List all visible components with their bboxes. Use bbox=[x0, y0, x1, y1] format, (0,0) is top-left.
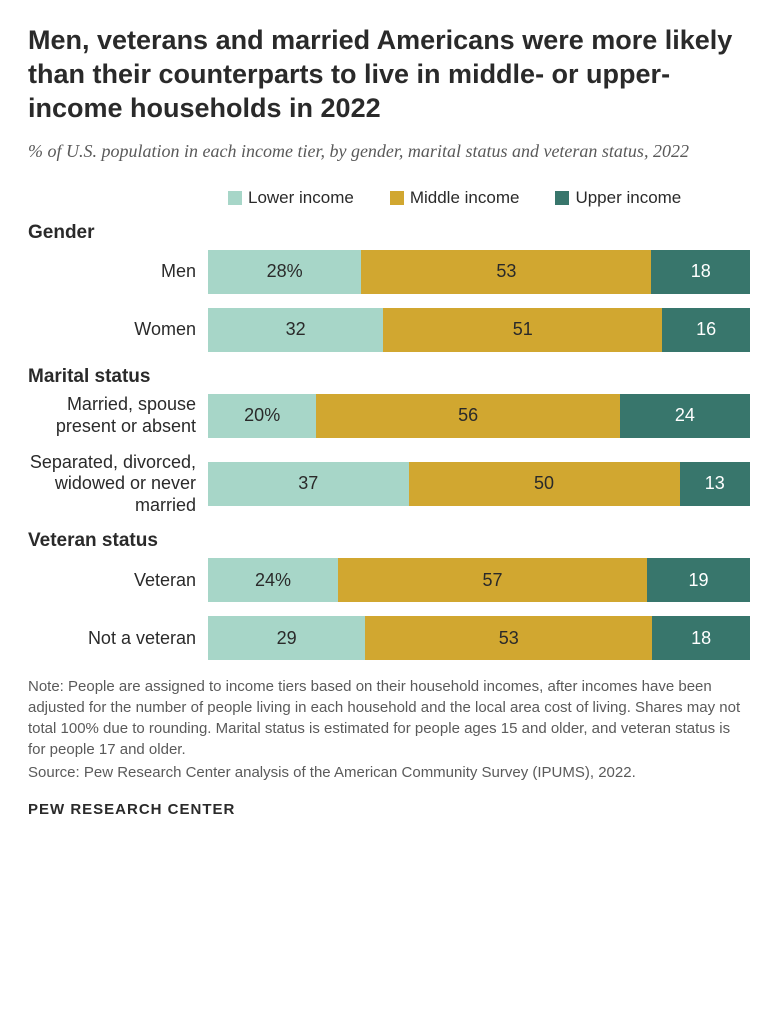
stacked-bar: 295318 bbox=[208, 616, 750, 660]
segment-middle: 53 bbox=[361, 250, 651, 294]
bar-row: Married, spouse present or absent20%5624 bbox=[28, 394, 750, 438]
legend-upper-label: Upper income bbox=[575, 188, 681, 208]
row-label: Men bbox=[28, 261, 208, 283]
chart-title: Men, veterans and married Americans were… bbox=[28, 24, 750, 125]
segment-upper: 18 bbox=[652, 616, 750, 660]
row-label: Not a veteran bbox=[28, 628, 208, 650]
segment-upper: 19 bbox=[647, 558, 750, 602]
swatch-upper bbox=[555, 191, 569, 205]
swatch-middle bbox=[390, 191, 404, 205]
bar-row: Separated, divorced, widowed or never ma… bbox=[28, 452, 750, 517]
segment-lower: 32 bbox=[208, 308, 383, 352]
segment-middle: 56 bbox=[316, 394, 620, 438]
group-header: Marital status bbox=[28, 366, 750, 388]
segment-lower: 20% bbox=[208, 394, 316, 438]
stacked-bar: 375013 bbox=[208, 462, 750, 506]
segment-middle: 51 bbox=[383, 308, 662, 352]
segment-lower: 29 bbox=[208, 616, 365, 660]
row-label: Veteran bbox=[28, 570, 208, 592]
stacked-bar: 28%5318 bbox=[208, 250, 750, 294]
segment-lower: 28% bbox=[208, 250, 361, 294]
segment-upper: 16 bbox=[662, 308, 750, 352]
stacked-bar: 24%5719 bbox=[208, 558, 750, 602]
segment-upper: 18 bbox=[651, 250, 750, 294]
segment-upper: 13 bbox=[680, 462, 750, 506]
bar-row: Not a veteran295318 bbox=[28, 616, 750, 660]
segment-middle: 53 bbox=[365, 616, 652, 660]
segment-upper: 24 bbox=[620, 394, 750, 438]
source-text: Source: Pew Research Center analysis of … bbox=[28, 762, 750, 783]
legend-middle-label: Middle income bbox=[410, 188, 520, 208]
swatch-lower bbox=[228, 191, 242, 205]
note-text: Note: People are assigned to income tier… bbox=[28, 676, 750, 760]
group-header: Gender bbox=[28, 222, 750, 244]
chart-area: GenderMen28%5318Women325116Marital statu… bbox=[28, 222, 750, 661]
bar-row: Women325116 bbox=[28, 308, 750, 352]
segment-lower: 37 bbox=[208, 462, 409, 506]
segment-lower: 24% bbox=[208, 558, 338, 602]
footer-attribution: PEW RESEARCH CENTER bbox=[28, 801, 750, 818]
stacked-bar: 325116 bbox=[208, 308, 750, 352]
segment-middle: 50 bbox=[409, 462, 680, 506]
chart-subtitle: % of U.S. population in each income tier… bbox=[28, 139, 750, 163]
legend-middle: Middle income bbox=[390, 188, 520, 208]
group-header: Veteran status bbox=[28, 530, 750, 552]
bar-row: Veteran24%5719 bbox=[28, 558, 750, 602]
legend-lower: Lower income bbox=[228, 188, 354, 208]
legend-upper: Upper income bbox=[555, 188, 681, 208]
segment-middle: 57 bbox=[338, 558, 647, 602]
bar-row: Men28%5318 bbox=[28, 250, 750, 294]
legend: Lower income Middle income Upper income bbox=[228, 188, 750, 208]
stacked-bar: 20%5624 bbox=[208, 394, 750, 438]
row-label: Married, spouse present or absent bbox=[28, 394, 208, 437]
legend-lower-label: Lower income bbox=[248, 188, 354, 208]
row-label: Women bbox=[28, 319, 208, 341]
row-label: Separated, divorced, widowed or never ma… bbox=[28, 452, 208, 517]
